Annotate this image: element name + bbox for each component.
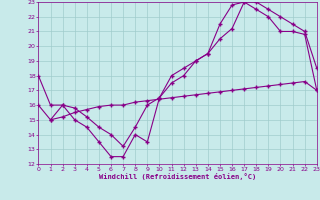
X-axis label: Windchill (Refroidissement éolien,°C): Windchill (Refroidissement éolien,°C) (99, 173, 256, 180)
